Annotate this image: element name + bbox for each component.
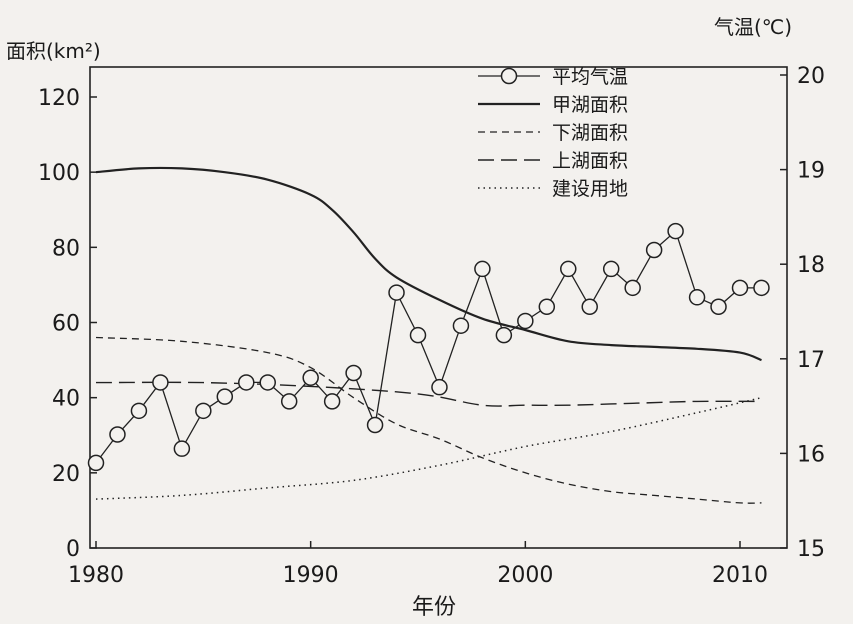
series-建设用地	[95, 396, 762, 500]
data-point	[323, 393, 341, 410]
data-point	[517, 312, 534, 330]
series-下湖面积	[95, 336, 762, 504]
y-left-tick-label: 0	[66, 537, 80, 562]
y-left-tick-label: 60	[52, 312, 80, 337]
x-tick-label: 1980	[68, 563, 124, 588]
series-line	[95, 396, 762, 500]
data-point	[431, 378, 448, 396]
y-right-tick-label: 17	[797, 348, 825, 373]
y-left-tick-label: 80	[52, 236, 80, 261]
legend-item: 建设用地	[478, 178, 628, 200]
data-point	[259, 374, 276, 391]
data-point	[452, 317, 470, 334]
data-point	[538, 298, 556, 316]
data-point	[280, 393, 298, 410]
y-right-tick-label: 19	[797, 159, 825, 184]
series-平均气温	[87, 222, 770, 472]
data-point	[474, 260, 491, 278]
data-point	[130, 402, 148, 420]
series-上湖面积	[95, 381, 762, 407]
data-point	[753, 279, 770, 297]
data-point	[216, 388, 234, 405]
axes: 0 20 40 60 80 100 120 15 16 17 18 19 20 1980 1990 2000 2…	[38, 64, 825, 588]
series-甲湖面积	[95, 166, 762, 362]
data-point	[710, 298, 727, 316]
y-left-tick-label: 20	[52, 462, 80, 487]
x-tick-label: 1990	[283, 563, 339, 588]
legend-item: 平均气温	[478, 66, 628, 88]
legend-marker	[500, 67, 518, 85]
y-left-tick-label: 40	[52, 387, 80, 412]
data-point	[409, 326, 427, 344]
data-point	[688, 289, 706, 306]
x-tick-label: 2010	[712, 563, 768, 588]
y-left-axis-label: 面积(km²)	[6, 39, 101, 63]
legend-label: 上湖面积	[552, 150, 628, 172]
data-point	[624, 279, 641, 297]
data-point	[366, 416, 384, 434]
series-line	[95, 166, 762, 362]
series-layer	[87, 166, 770, 504]
plot-frame	[89, 66, 788, 549]
data-point	[152, 374, 169, 391]
data-point	[667, 222, 684, 240]
data-point	[345, 364, 362, 382]
data-point	[495, 326, 513, 344]
x-tick-label: 2000	[497, 563, 553, 588]
series-line	[95, 381, 762, 407]
x-axis-label: 年份	[412, 595, 456, 620]
y-right-tick-label: 18	[797, 253, 825, 278]
series-line	[95, 336, 762, 504]
data-point	[731, 279, 749, 297]
legend-item: 甲湖面积	[478, 94, 628, 116]
data-point	[238, 374, 255, 391]
data-point	[645, 241, 663, 259]
data-point	[109, 426, 126, 443]
legend-label: 平均气温	[552, 66, 628, 88]
data-point	[581, 298, 598, 316]
legend-item: 下湖面积	[478, 122, 628, 144]
legend-item: 上湖面积	[478, 150, 628, 172]
y-left-tick-label: 120	[38, 86, 80, 111]
legend-label: 下湖面积	[552, 122, 628, 144]
data-point	[560, 260, 577, 278]
data-point	[302, 369, 319, 386]
legend-label: 甲湖面积	[552, 94, 628, 116]
y-left-tick-label: 100	[38, 161, 80, 186]
y-right-tick-label: 20	[797, 64, 825, 89]
data-point	[195, 402, 212, 420]
data-point	[602, 260, 620, 278]
y-right-axis-label: 气温(℃)	[714, 15, 792, 39]
legend-label: 建设用地	[552, 178, 628, 200]
y-right-tick-label: 15	[797, 537, 825, 562]
data-point	[173, 440, 191, 457]
y-right-tick-label: 16	[797, 442, 825, 467]
data-point	[388, 284, 405, 301]
data-point	[87, 454, 105, 472]
